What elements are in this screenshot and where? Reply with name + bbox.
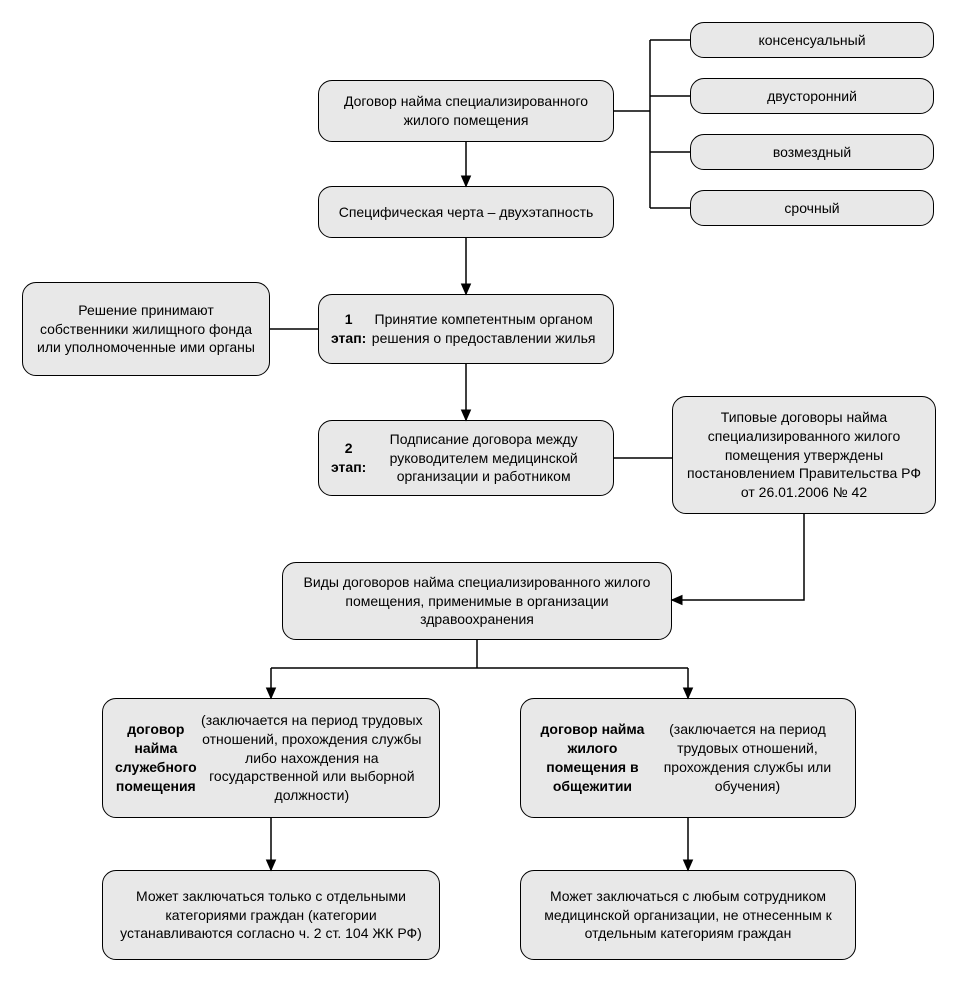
node-left-note: Может заключаться только с отдельными ка… bbox=[102, 870, 440, 960]
node-main: Договор найма специализированного жилого… bbox=[318, 80, 614, 142]
node-stage2: 2 этап: Подписание договора между руково… bbox=[318, 420, 614, 496]
node-kinds: Виды договоров найма специализированного… bbox=[282, 562, 672, 640]
node-right-kind: договор найма жилого помещения в общежит… bbox=[520, 698, 856, 818]
node-attr-term: срочный bbox=[690, 190, 934, 226]
node-attr-consensual: консенсуальный bbox=[690, 22, 934, 58]
node-stage1: 1 этап: Принятие компетентным органом ре… bbox=[318, 294, 614, 364]
node-attr-bilateral: двусторонний bbox=[690, 78, 934, 114]
node-typical: Типовые договоры найма специализированно… bbox=[672, 396, 936, 514]
node-decision: Решение принимают собственники жилищного… bbox=[22, 282, 270, 376]
node-attr-paid: возмездный bbox=[690, 134, 934, 170]
node-left-kind: договор найма служебного помещения (закл… bbox=[102, 698, 440, 818]
node-right-note: Может заключаться с любым сотрудником ме… bbox=[520, 870, 856, 960]
node-feature: Специфическая черта – двухэтапность bbox=[318, 186, 614, 238]
